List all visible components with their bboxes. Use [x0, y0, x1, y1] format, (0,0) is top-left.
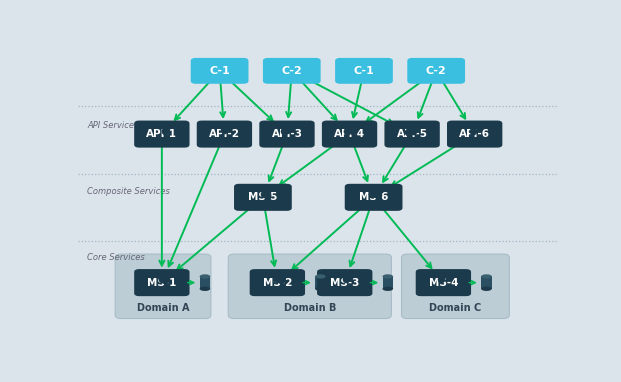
- Text: API-3: API-3: [271, 129, 302, 139]
- FancyBboxPatch shape: [260, 121, 315, 147]
- FancyBboxPatch shape: [345, 184, 402, 211]
- FancyBboxPatch shape: [447, 121, 502, 147]
- Text: MS-1: MS-1: [147, 278, 176, 288]
- FancyBboxPatch shape: [115, 254, 211, 319]
- FancyBboxPatch shape: [134, 269, 189, 296]
- FancyBboxPatch shape: [384, 121, 440, 147]
- Bar: [315, 277, 326, 289]
- FancyBboxPatch shape: [234, 184, 292, 211]
- Text: C-1: C-1: [209, 66, 230, 76]
- FancyBboxPatch shape: [134, 121, 189, 147]
- Text: MS-5: MS-5: [248, 192, 278, 202]
- FancyBboxPatch shape: [335, 58, 393, 84]
- FancyBboxPatch shape: [407, 58, 465, 84]
- Text: C-2: C-2: [281, 66, 302, 76]
- Ellipse shape: [199, 274, 211, 278]
- FancyBboxPatch shape: [415, 269, 471, 296]
- Ellipse shape: [481, 274, 492, 278]
- Text: Domain A: Domain A: [137, 303, 189, 312]
- Ellipse shape: [315, 286, 326, 291]
- Ellipse shape: [481, 286, 492, 291]
- FancyBboxPatch shape: [322, 121, 377, 147]
- Text: MS-6: MS-6: [359, 192, 388, 202]
- FancyBboxPatch shape: [263, 58, 320, 84]
- Text: API-2: API-2: [209, 129, 240, 139]
- Text: MS-3: MS-3: [330, 278, 360, 288]
- Bar: [383, 277, 393, 289]
- Text: API Services: API Services: [87, 121, 138, 130]
- Text: C-2: C-2: [426, 66, 446, 76]
- Text: Domain B: Domain B: [284, 303, 336, 312]
- FancyBboxPatch shape: [317, 269, 373, 296]
- Text: Domain C: Domain C: [429, 303, 481, 312]
- Ellipse shape: [383, 286, 393, 291]
- Text: API-5: API-5: [397, 129, 428, 139]
- Text: API-4: API-4: [334, 129, 365, 139]
- FancyBboxPatch shape: [197, 121, 252, 147]
- Bar: [199, 277, 211, 289]
- Ellipse shape: [315, 274, 326, 278]
- Text: C-1: C-1: [353, 66, 374, 76]
- Text: MS-4: MS-4: [428, 278, 458, 288]
- FancyBboxPatch shape: [191, 58, 248, 84]
- Ellipse shape: [199, 286, 211, 291]
- Text: API-1: API-1: [147, 129, 178, 139]
- Ellipse shape: [383, 274, 393, 278]
- Bar: [481, 277, 492, 289]
- Text: Core Services: Core Services: [87, 253, 145, 262]
- Text: API-6: API-6: [459, 129, 490, 139]
- FancyBboxPatch shape: [250, 269, 305, 296]
- FancyBboxPatch shape: [229, 254, 391, 319]
- Text: Composite Services: Composite Services: [87, 187, 170, 196]
- Text: MS-2: MS-2: [263, 278, 292, 288]
- FancyBboxPatch shape: [402, 254, 509, 319]
